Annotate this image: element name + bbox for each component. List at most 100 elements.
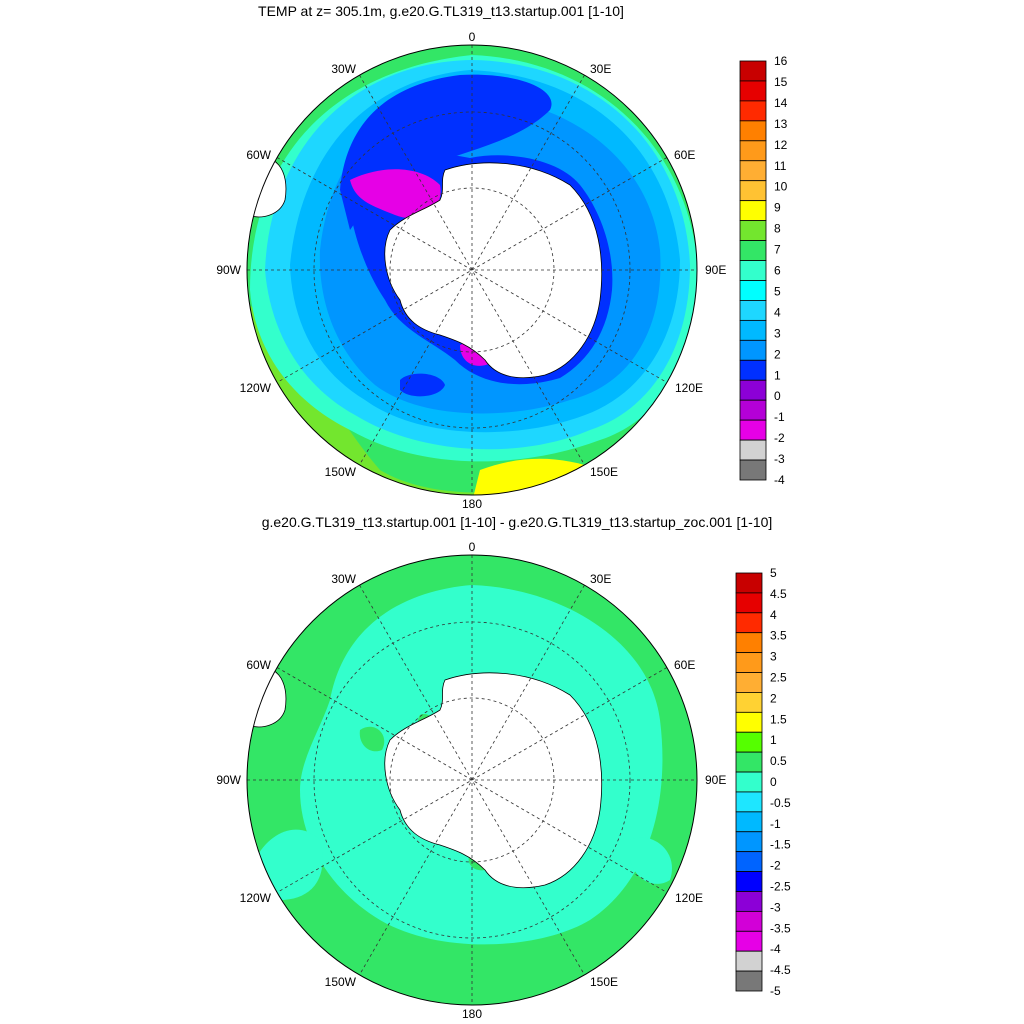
colorbar-swatch bbox=[735, 871, 763, 892]
colorbar-swatch bbox=[739, 100, 767, 122]
lon-label-120w: 120W bbox=[240, 381, 272, 395]
colorbar-swatch bbox=[735, 632, 763, 654]
colorbar-tick-label: 1 bbox=[774, 368, 781, 382]
colorbar-tick-label: -1.5 bbox=[770, 838, 791, 852]
lon-label-90w: 90W bbox=[216, 263, 241, 277]
colorbar-swatch bbox=[739, 140, 767, 162]
lon-label-0: 0 bbox=[469, 30, 476, 44]
colorbar-swatch bbox=[739, 439, 767, 461]
panel-2: g.e20.G.TL319_t13.startup.001 [1-10] - g… bbox=[216, 514, 791, 1021]
colorbar-swatch bbox=[739, 180, 767, 202]
panel-2-colorbar: 5 4.5 4 3.5 3 2.5 2 1.5 1 0.5 0 -0.5 -1 -1.5 -2 -2.5 -3 -… bbox=[735, 566, 791, 998]
colorbar-tick-label: -2.5 bbox=[770, 880, 791, 894]
colorbar-tick-label: -5 bbox=[770, 984, 781, 998]
lon-label-90w: 90W bbox=[216, 773, 241, 787]
lon-label-60e: 60E bbox=[674, 658, 695, 672]
colorbar-swatch bbox=[739, 60, 767, 82]
colorbar-tick-label: -3.5 bbox=[770, 921, 791, 935]
colorbar-tick-label: -1 bbox=[770, 817, 781, 831]
colorbar-swatch bbox=[735, 950, 763, 972]
colorbar-tick-label: -2 bbox=[770, 859, 781, 873]
colorbar-tick-label: -4 bbox=[770, 942, 781, 956]
colorbar-swatch bbox=[735, 811, 763, 833]
colorbar-swatch bbox=[735, 652, 763, 673]
colorbar-swatch bbox=[735, 672, 763, 693]
colorbar-tick-label: -4 bbox=[774, 473, 785, 487]
panel-2-graticule bbox=[247, 555, 697, 1005]
colorbar-swatch bbox=[735, 592, 763, 614]
colorbar-swatch bbox=[735, 751, 763, 773]
panel-1-lon-labels: 0 180 90W 90E 30W 30E 60W 60E 120W 120E … bbox=[216, 30, 726, 511]
lon-label-30e: 30E bbox=[590, 572, 611, 586]
panel-1: TEMP at z= 305.1m, g.e20.G.TL319_t13.sta… bbox=[216, 3, 787, 511]
lon-label-60e: 60E bbox=[674, 148, 695, 162]
colorbar-tick-label: 9 bbox=[774, 201, 781, 215]
colorbar-tick-label: 4 bbox=[770, 608, 777, 622]
lon-label-120e: 120E bbox=[675, 381, 703, 395]
colorbar-tick-label: 2 bbox=[770, 691, 777, 705]
colorbar-tick-label: 5 bbox=[774, 284, 781, 298]
lon-label-180: 180 bbox=[462, 497, 482, 511]
colorbar-tick-label: 3 bbox=[770, 650, 777, 664]
lon-label-0: 0 bbox=[469, 540, 476, 554]
colorbar-tick-label: 11 bbox=[774, 159, 787, 173]
lon-label-30w: 30W bbox=[331, 62, 356, 76]
colorbar-swatch bbox=[735, 851, 763, 872]
colorbar-swatch bbox=[735, 771, 763, 793]
colorbar-tick-label: -1 bbox=[774, 410, 785, 424]
colorbar-tick-label: 10 bbox=[774, 180, 788, 194]
colorbar-swatch bbox=[735, 692, 763, 713]
colorbar-swatch bbox=[739, 260, 767, 281]
panel-1-title: TEMP at z= 305.1m, g.e20.G.TL319_t13.sta… bbox=[258, 3, 624, 19]
colorbar-tick-label: 4 bbox=[774, 305, 781, 319]
lon-label-60w: 60W bbox=[246, 148, 271, 162]
lon-label-150e: 150E bbox=[590, 465, 618, 479]
colorbar-swatch bbox=[739, 220, 767, 241]
colorbar-tick-label: 3 bbox=[774, 326, 781, 340]
panel-2-map-border bbox=[246, 554, 698, 1006]
colorbar-tick-label: 3.5 bbox=[770, 629, 787, 643]
colorbar-swatch bbox=[735, 930, 763, 952]
colorbar-tick-label: 0 bbox=[774, 389, 781, 403]
colorbar-swatch bbox=[735, 711, 763, 733]
colorbar-tick-label: -2 bbox=[774, 431, 785, 445]
colorbar-swatch bbox=[739, 280, 767, 301]
colorbar-tick-label: 5 bbox=[770, 566, 777, 580]
colorbar-tick-label: 1 bbox=[770, 733, 777, 747]
colorbar-swatch bbox=[739, 300, 767, 321]
colorbar-tick-label: 4.5 bbox=[770, 587, 787, 601]
lon-label-60w: 60W bbox=[246, 658, 271, 672]
lon-label-120e: 120E bbox=[675, 891, 703, 905]
colorbar-tick-label: -3 bbox=[770, 900, 781, 914]
colorbar-swatch bbox=[739, 80, 767, 102]
colorbar-swatch bbox=[735, 791, 763, 813]
colorbar-tick-label: -0.5 bbox=[770, 796, 791, 810]
colorbar-tick-label: 0.5 bbox=[770, 754, 787, 768]
colorbar-tick-label: 8 bbox=[774, 222, 781, 236]
lon-label-90e: 90E bbox=[705, 263, 726, 277]
lon-label-120w: 120W bbox=[240, 891, 272, 905]
panel-1-map-border bbox=[246, 44, 698, 496]
lon-label-30w: 30W bbox=[331, 572, 356, 586]
lon-label-150e: 150E bbox=[590, 975, 618, 989]
colorbar-swatch bbox=[735, 831, 763, 853]
colorbar-tick-label: 13 bbox=[774, 117, 788, 131]
panel-2-title: g.e20.G.TL319_t13.startup.001 [1-10] - g… bbox=[262, 514, 773, 530]
lon-label-150w: 150W bbox=[325, 975, 357, 989]
colorbar-swatch bbox=[735, 910, 763, 932]
colorbar-tick-label: 2 bbox=[774, 347, 781, 361]
colorbar-swatch bbox=[739, 160, 767, 182]
colorbar-tick-label: 12 bbox=[774, 138, 788, 152]
colorbar-swatch bbox=[735, 891, 763, 912]
lon-label-30e: 30E bbox=[590, 62, 611, 76]
panel-1-map bbox=[247, 45, 697, 495]
colorbar-swatch bbox=[739, 120, 767, 142]
colorbar-tick-label: 7 bbox=[774, 243, 781, 257]
colorbar-tick-label: 1.5 bbox=[770, 712, 787, 726]
panel-2-lon-labels: 0 180 90W 90E 30W 30E 60W 60E 120W 120E … bbox=[216, 540, 726, 1021]
colorbar-swatch bbox=[739, 379, 767, 401]
lon-label-180: 180 bbox=[462, 1007, 482, 1021]
colorbar-tick-label: 16 bbox=[774, 54, 788, 68]
